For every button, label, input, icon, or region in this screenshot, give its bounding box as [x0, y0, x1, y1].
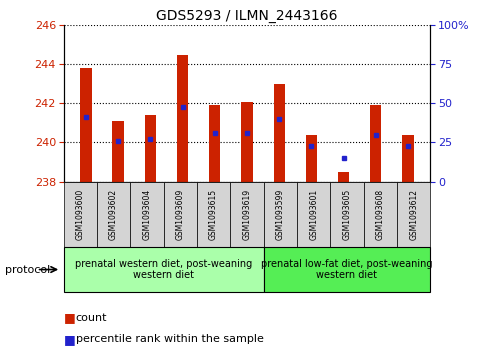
Text: GSM1093602: GSM1093602	[109, 189, 118, 240]
Bar	[177, 55, 188, 182]
Text: GSM1093604: GSM1093604	[142, 188, 151, 240]
Text: GSM1093605: GSM1093605	[342, 188, 351, 240]
Text: GSM1093609: GSM1093609	[175, 188, 184, 240]
Bar	[305, 135, 316, 182]
Text: count: count	[76, 313, 107, 323]
Text: GSM1093599: GSM1093599	[275, 188, 284, 240]
Bar	[402, 135, 413, 182]
Text: ■: ■	[63, 311, 75, 324]
Bar	[144, 115, 156, 182]
Bar	[337, 172, 348, 182]
Text: percentile rank within the sample: percentile rank within the sample	[76, 334, 263, 344]
Bar	[273, 84, 284, 182]
Text: protocol: protocol	[5, 265, 50, 274]
Bar	[241, 102, 252, 182]
Bar	[369, 105, 381, 182]
Text: GSM1093601: GSM1093601	[308, 189, 318, 240]
Text: GSM1093600: GSM1093600	[76, 188, 84, 240]
Text: prenatal low-fat diet, post-weaning
western diet: prenatal low-fat diet, post-weaning west…	[261, 259, 432, 280]
Text: GSM1093608: GSM1093608	[375, 189, 384, 240]
Bar	[80, 68, 91, 182]
Bar	[112, 121, 123, 182]
Text: ■: ■	[63, 333, 75, 346]
Text: GSM1093612: GSM1093612	[408, 189, 417, 240]
Text: GSM1093619: GSM1093619	[242, 189, 251, 240]
Text: prenatal western diet, post-weaning
western diet: prenatal western diet, post-weaning west…	[75, 259, 252, 280]
Text: GSM1093615: GSM1093615	[209, 189, 218, 240]
Title: GDS5293 / ILMN_2443166: GDS5293 / ILMN_2443166	[156, 9, 337, 23]
Bar	[209, 105, 220, 182]
